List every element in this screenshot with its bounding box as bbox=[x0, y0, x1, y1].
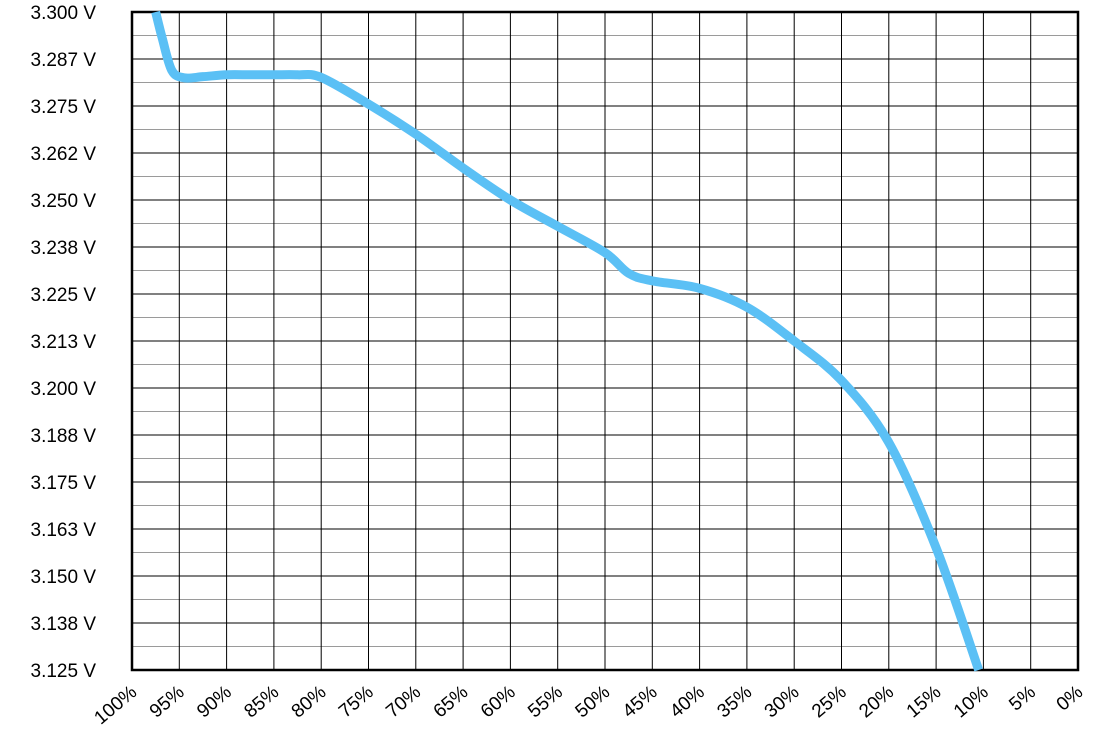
x-tick-label: 75% bbox=[335, 682, 378, 723]
x-tick-label: 85% bbox=[240, 682, 283, 723]
grid-major-lines bbox=[131, 11, 1079, 671]
y-tick-label: 3.250 V bbox=[31, 191, 97, 212]
x-tick-label: 30% bbox=[761, 682, 804, 723]
x-tick-label: 5% bbox=[1005, 682, 1040, 716]
y-tick-label: 3.150 V bbox=[31, 567, 97, 588]
y-tick-label: 3.238 V bbox=[31, 238, 97, 259]
x-tick-label: 70% bbox=[382, 682, 425, 723]
y-tick-label: 3.125 V bbox=[31, 661, 97, 682]
series-layer bbox=[151, 10, 983, 672]
y-tick-label: 3.262 V bbox=[31, 144, 97, 165]
y-tick-label: 3.300 V bbox=[31, 3, 97, 24]
x-tick-label: 10% bbox=[950, 682, 993, 723]
x-axis-tick-labels: 100% 95% 90% 85% 80% 75% 70% 65% 60% 55% 50% 45% 40%… bbox=[90, 682, 1087, 729]
y-tick-label: 3.138 V bbox=[31, 614, 97, 635]
voltage-series-line bbox=[151, 10, 983, 672]
x-tick-label: 60% bbox=[477, 682, 520, 723]
x-tick-label: 35% bbox=[713, 682, 756, 723]
x-tick-label: 55% bbox=[524, 682, 567, 723]
x-tick-label: 45% bbox=[619, 682, 662, 723]
y-tick-label: 3.175 V bbox=[31, 473, 97, 494]
y-axis-tick-labels: 3.300 V 3.287 V 3.275 V 3.262 V 3.250 V 3.238… bbox=[31, 3, 97, 682]
y-tick-label: 3.188 V bbox=[31, 426, 97, 447]
x-tick-label: 50% bbox=[572, 682, 615, 723]
x-tick-label: 80% bbox=[288, 682, 331, 723]
x-tick-label: 20% bbox=[855, 682, 898, 723]
y-tick-label: 3.287 V bbox=[31, 50, 97, 71]
y-tick-label: 3.275 V bbox=[31, 97, 97, 118]
x-tick-label: 40% bbox=[666, 682, 709, 723]
y-tick-label: 3.163 V bbox=[31, 520, 97, 541]
x-tick-label: 15% bbox=[903, 682, 946, 723]
x-tick-label: 65% bbox=[430, 682, 473, 723]
y-tick-label: 3.225 V bbox=[31, 285, 97, 306]
x-tick-label: 0% bbox=[1053, 682, 1088, 716]
x-tick-label: 25% bbox=[808, 682, 851, 723]
y-tick-label: 3.200 V bbox=[31, 379, 97, 400]
x-tick-label: 90% bbox=[193, 682, 236, 723]
plot-area-frame bbox=[130, 10, 1080, 672]
y-tick-label: 3.213 V bbox=[31, 332, 97, 353]
x-tick-label: 100% bbox=[90, 682, 141, 729]
x-tick-label: 95% bbox=[146, 682, 189, 723]
